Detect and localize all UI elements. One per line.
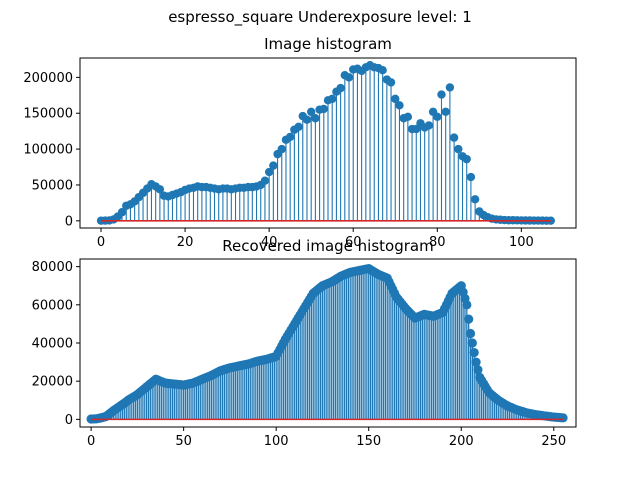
top-x-tick-label: 60 [345,235,362,250]
top-x-tick-label: 40 [261,235,278,250]
bottom-x-tick-label: 100 [264,434,289,449]
top-y-tick-label: 50000 [32,178,73,193]
bottom-stem-marker [473,365,483,375]
top-y-tick-label: 150000 [23,107,73,122]
top-stem-marker [470,195,480,204]
bottom-stem-marker [462,300,472,310]
top-x-tick-label: 0 [97,235,105,250]
bottom-y-tick-label: 80000 [32,260,73,275]
top-stem-marker [277,144,286,154]
bottom-y-tick-label: 0 [65,413,73,428]
top-stem-marker [403,112,413,122]
bottom-stem-marker [558,413,568,423]
top-stem-marker [319,104,328,114]
top-y-tick-label: 200000 [23,71,73,86]
top-stem-marker [466,172,476,182]
top-stem-marker [462,154,471,164]
top-histogram-title: Image histogram [264,35,392,53]
top-stem-marker [412,124,421,134]
top-stem-marker [117,208,127,217]
top-stem-marker [306,107,316,116]
top-stem-marker [264,167,274,177]
top-stem-marker [437,90,446,99]
top-stem-marker [449,133,459,142]
top-stem-marker [285,132,295,142]
top-stem-marker [294,122,303,132]
bottom-histogram-frame [79,258,577,428]
top-stem-marker [424,121,434,130]
bottom-y-tick-label: 60000 [32,298,73,313]
bottom-x-tick-label: 0 [87,434,95,449]
top-stem-marker [445,83,455,92]
figure-suptitle: espresso_square Underexposure level: 1 [168,8,472,27]
bottom-stem-marker [471,357,481,367]
top-y-tick-label: 100000 [23,143,73,158]
top-stem-marker [311,114,320,123]
top-stem-marker [260,176,270,185]
top-stem-marker [441,107,450,116]
top-stem-marker [302,115,312,124]
top-stem-marker [391,94,400,104]
bottom-x-tick-label: 50 [175,434,192,449]
bottom-x-tick-label: 250 [541,434,566,449]
bottom-x-tick-label: 200 [449,434,474,449]
top-x-tick-label: 80 [429,235,446,250]
top-stem-marker [433,112,442,122]
bottom-stem-marker [467,338,477,348]
top-stem-marker [155,185,165,194]
top-y-tick-label: 0 [65,214,73,229]
bottom-histogram-ticks: 0 50 100 150 200 250 0 20000 40000 60000 80000 [32,260,567,449]
top-histogram-ticks: 0 20 40 60 80 100 0 50000 100000 150000 200000 [23,71,533,250]
top-histogram-axes: Image histogram 0 20 40 60 80 100 0 50000 100000… [23,35,577,250]
bottom-histogram-title: Recovered image histogram [222,237,433,255]
bottom-y-tick-label: 40000 [32,337,73,352]
top-histogram-marks [96,60,555,225]
top-histogram-frame [79,57,577,229]
top-stem-marker [395,101,404,110]
top-stem-marker [344,73,354,82]
bottom-stem-marker [464,314,474,324]
top-x-tick-label: 100 [509,235,534,250]
top-stem-marker [336,83,345,93]
bottom-stem-marker [469,347,479,358]
bottom-histogram-marks [86,263,568,424]
top-stem-marker [269,161,278,170]
top-x-tick-label: 20 [177,235,194,250]
bottom-y-tick-label: 20000 [32,375,73,390]
bottom-stem-marker [465,328,476,339]
top-stem-marker [328,94,337,104]
top-stem-marker [386,78,396,87]
bottom-x-tick-label: 150 [356,434,381,449]
top-stem-marker [454,144,463,154]
top-stem-marker [378,65,387,75]
